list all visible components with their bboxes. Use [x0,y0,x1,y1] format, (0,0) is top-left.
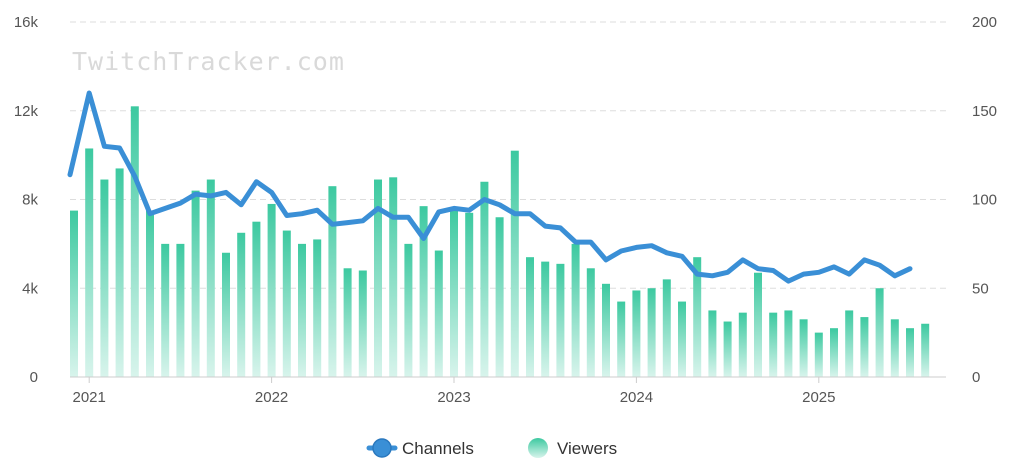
viewers-bar[interactable] [769,312,778,377]
viewers-bar[interactable] [617,301,626,377]
viewers-bar[interactable] [146,210,154,377]
viewers-bar[interactable] [100,179,109,377]
gridlines [70,21,946,289]
viewers-bar[interactable] [784,310,793,377]
left-tick-label: 12k [14,103,39,120]
viewers-bar[interactable] [495,217,504,377]
x-tick-label: 2025 [802,389,835,406]
viewers-bar[interactable] [130,106,139,377]
viewers-bar[interactable] [921,323,930,377]
right-tick-label: 150 [972,103,997,120]
viewers-bar[interactable] [571,243,580,377]
viewers-bar[interactable] [480,181,489,377]
viewers-bar[interactable] [222,252,230,377]
viewers-bar[interactable] [890,319,899,377]
legend-label-viewers: Viewers [557,439,617,458]
viewers-bar[interactable] [799,319,808,377]
viewers-bar[interactable] [586,268,595,377]
viewers-bar[interactable] [708,310,717,377]
viewers-bar[interactable] [830,328,838,377]
viewers-bar[interactable] [875,288,884,377]
viewers-bar[interactable] [510,150,519,377]
viewers-bar[interactable] [389,177,398,377]
viewers-bar[interactable] [298,243,306,377]
viewers-bar[interactable] [693,257,702,377]
viewers-bar[interactable] [161,243,170,377]
x-tick-label: 2023 [437,389,470,406]
legend-item-viewers[interactable]: Viewers [528,438,617,458]
left-tick-label: 16k [14,14,39,31]
legend-label-channels: Channels [402,439,474,458]
viewers-bar[interactable] [191,190,200,377]
left-tick-label: 0 [30,369,38,386]
viewers-bar[interactable] [526,257,534,377]
viewers-bar[interactable] [252,221,261,377]
viewers-bars [70,106,930,378]
channels-line-path[interactable] [67,90,913,284]
viewers-bar[interactable] [754,272,762,377]
viewers-bar[interactable] [860,317,869,377]
channels-legend-marker [372,438,392,458]
right-tick-label: 50 [972,280,989,297]
viewers-bar[interactable] [206,179,215,377]
viewers-bar[interactable] [115,168,124,377]
viewers-bar[interactable] [267,203,276,377]
viewers-bar[interactable] [556,263,565,377]
legend-item-channels[interactable]: Channels [366,438,474,458]
viewers-bar[interactable] [845,310,854,377]
x-tick-label: 2024 [620,389,653,406]
left-tick-label: 8k [22,192,38,209]
viewers-bar[interactable] [647,288,656,377]
watermark: TwitchTracker.com [72,47,345,76]
viewers-bar[interactable] [70,210,78,377]
right-tick-label: 100 [972,192,997,209]
viewers-bar[interactable] [541,261,550,377]
viewers-bar[interactable] [343,268,352,377]
x-axis-ticks: 2021 2022 2023 2024 2025 [73,377,835,406]
channels-line [67,90,913,284]
viewers-bar[interactable] [434,250,443,377]
viewers-bar[interactable] [85,148,94,377]
left-tick-label: 4k [22,280,38,297]
viewers-bar[interactable] [237,232,246,377]
viewers-bar[interactable] [906,328,914,377]
viewers-bar[interactable] [738,312,747,377]
right-tick-label: 200 [972,14,997,31]
x-tick-label: 2022 [255,389,288,406]
viewers-bar[interactable] [358,270,367,378]
left-axis-ticks: 0 4k 8k 12k 16k [14,14,39,386]
viewers-bar[interactable] [814,332,823,377]
viewers-bar[interactable] [374,179,382,377]
x-tick-label: 2021 [73,389,106,406]
viewers-bar[interactable] [176,243,185,377]
viewers-bar[interactable] [465,212,474,377]
viewers-bar[interactable] [632,290,641,377]
viewers-bar[interactable] [602,283,610,377]
viewers-bar[interactable] [723,321,732,377]
viewers-bar[interactable] [419,206,428,377]
viewers-bar[interactable] [313,239,322,377]
viewers-bar[interactable] [282,230,291,377]
viewers-legend-marker [528,438,548,458]
viewers-bar[interactable] [662,279,671,377]
right-axis-ticks: 0 50 100 150 200 [972,14,997,386]
legend: Channels Viewers [366,438,617,458]
viewers-bar[interactable] [404,243,413,377]
viewers-bar[interactable] [328,186,337,377]
right-tick-label: 0 [972,369,980,386]
viewers-bar[interactable] [450,208,458,377]
viewers-bar[interactable] [678,301,686,377]
